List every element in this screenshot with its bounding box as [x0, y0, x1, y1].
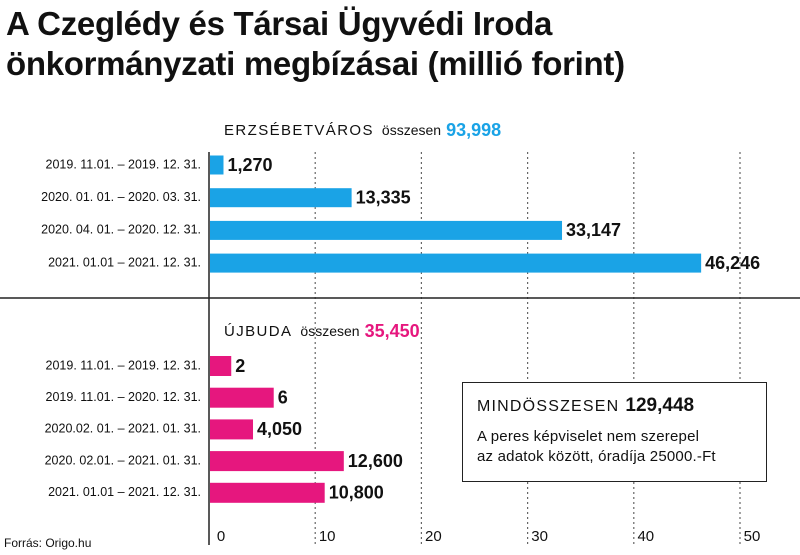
summary-value: 129,448 [625, 395, 695, 416]
category-label: 2020.02. 01. – 2021. 01. 31. [45, 422, 201, 436]
bar-value-label: 13,335 [356, 187, 411, 207]
bar-value-label: 12,600 [348, 451, 403, 471]
bar-ujbuda [210, 356, 232, 376]
bar-value-label: 1,270 [227, 155, 272, 175]
bar-value-label: 6 [278, 387, 288, 407]
summary-note-line2: az adatok között, óradíja 25000.-Ft [477, 448, 716, 465]
summary-label: MINDÖSSZESEN [477, 398, 620, 415]
bar-erzsebetvaros [210, 188, 352, 208]
summary-note: A peres képviselet nem szerepel az adato… [477, 427, 756, 467]
bar-erzsebetvaros [210, 220, 563, 240]
x-tick-label: 30 [531, 528, 548, 545]
bar-erzsebetvaros [210, 155, 224, 175]
x-tick-label: 0 [217, 528, 225, 545]
category-label: 2021. 01.01 – 2021. 12. 31. [48, 255, 201, 269]
x-tick-label: 20 [425, 528, 442, 545]
bar-value-label: 10,800 [329, 483, 384, 503]
category-label: 2020. 04. 01. – 2020. 12. 31. [41, 223, 201, 237]
bar-ujbuda [210, 482, 325, 503]
bar-value-label: 33,147 [566, 220, 621, 240]
bar-value-label: 4,050 [257, 419, 302, 439]
panel-ujbuda-title: ÚJBUDA összesen 35,450 [224, 321, 420, 341]
chart-title-line1: A Czeglédy és Társai Ügyvédi Iroda [6, 5, 553, 42]
category-label: 2021. 01.01 – 2021. 12. 31. [48, 485, 201, 499]
bar-ujbuda [210, 419, 254, 440]
summary-heading: MINDÖSSZESEN 129,448 [477, 395, 756, 417]
summary-note-line1: A peres képviselet nem szerepel [477, 428, 700, 445]
source-note: Forrás: Origo.hu [4, 536, 92, 550]
category-label: 2020. 02.01. – 2021. 01. 31. [45, 453, 201, 467]
x-tick-label: 50 [744, 528, 761, 545]
chart-title-line2: önkormányzati megbízásai (millió forint) [6, 45, 625, 82]
bar-value-label: 2 [235, 356, 245, 376]
bar-erzsebetvaros [210, 253, 702, 273]
bar-value-label: 46,246 [705, 253, 760, 273]
category-label: 2020. 01. 01. – 2020. 03. 31. [41, 190, 201, 204]
panel-erzsebetvaros-title: ERZSÉBETVÁROS összesen 93,998 [224, 120, 501, 140]
bar-ujbuda [210, 451, 344, 472]
chart-title: A Czeglédy és Társai Ügyvédi Iroda önkor… [6, 4, 625, 84]
category-label: 2019. 11.01. – 2019. 12. 31. [46, 358, 201, 372]
x-tick-label: 40 [637, 528, 654, 545]
x-tick-label: 10 [319, 528, 336, 545]
category-label: 2019. 11.01. – 2020. 12. 31. [46, 390, 201, 404]
category-label: 2019. 11.01. – 2019. 12. 31. [46, 157, 201, 171]
bar-ujbuda [210, 387, 274, 408]
summary-box: MINDÖSSZESEN 129,448 A peres képviselet n… [462, 382, 767, 482]
